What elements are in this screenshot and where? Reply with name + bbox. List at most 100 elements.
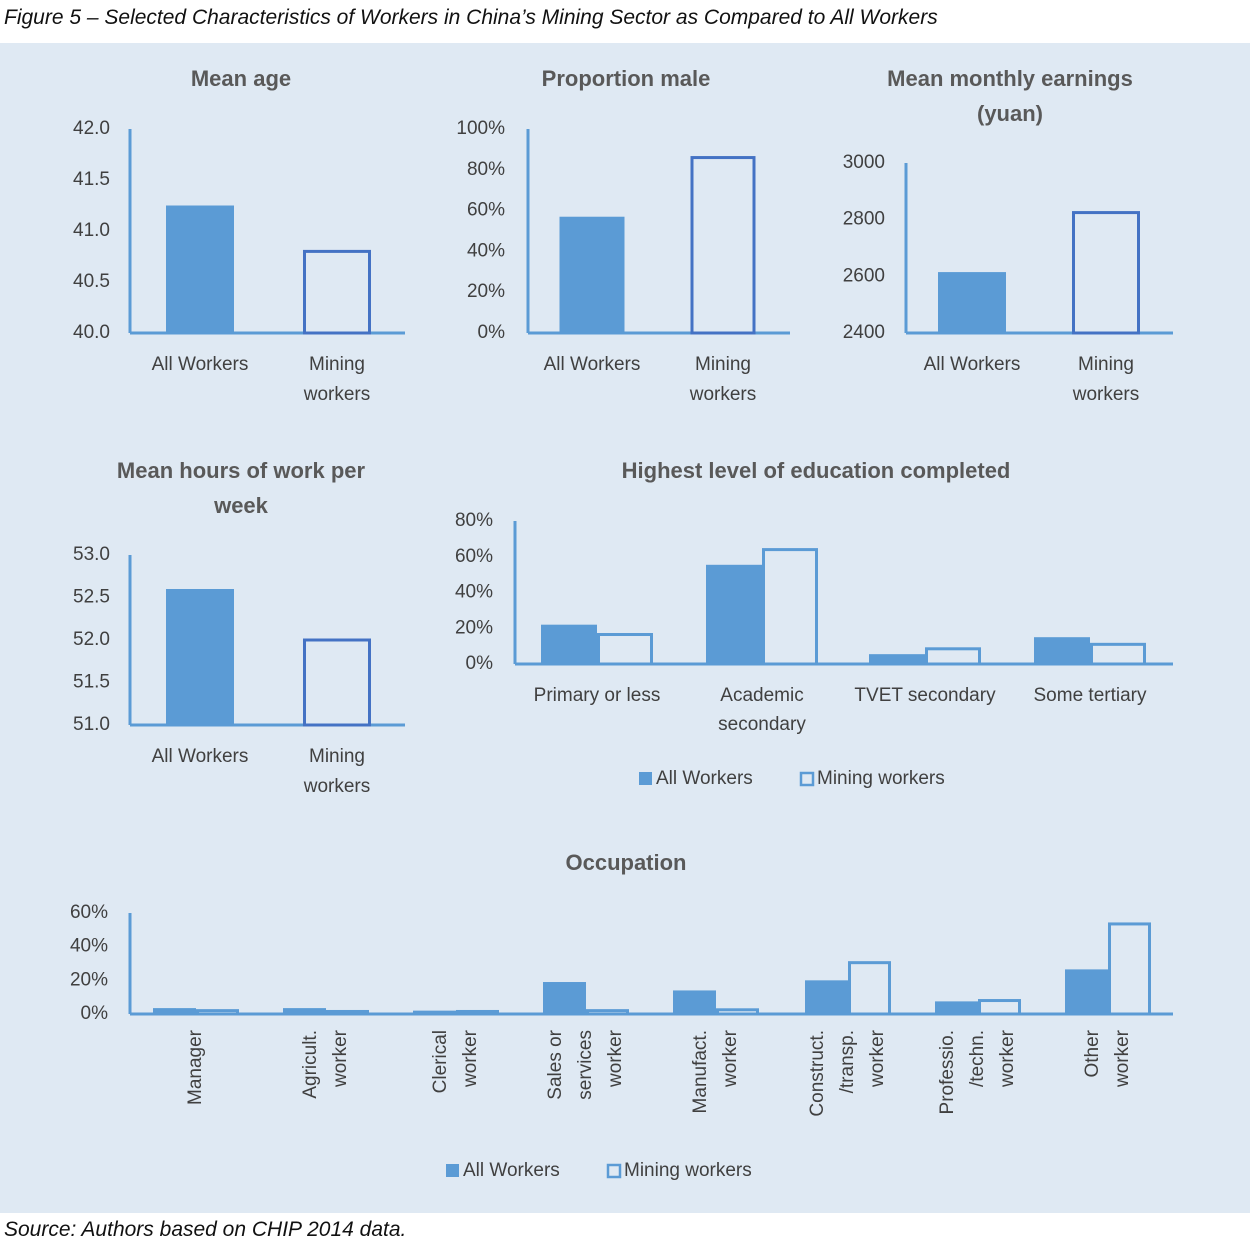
mean-age-bar-all-workers (166, 205, 234, 333)
earnings-category-label: All Workers (924, 354, 1021, 375)
proportion-male-y-tick: 40% (467, 240, 505, 261)
occupation-bar-all-workers (673, 990, 716, 1014)
occupation-bar-mining-workers (196, 1009, 239, 1016)
mean-age-title: Mean age (191, 66, 291, 91)
occupation-category-label: worker (330, 1029, 351, 1088)
education-category-label: TVET secondary (854, 685, 996, 706)
occupation-legend-mining-workers: Mining workers (624, 1160, 752, 1181)
occupation-category-label: Clerical (430, 1030, 451, 1093)
education-legend-all-workers: All Workers (656, 768, 753, 789)
occupation-bar-mining-workers (1108, 922, 1151, 1016)
occupation-y-tick: 20% (70, 969, 108, 990)
education-category-label: Some tertiary (1034, 685, 1147, 706)
education-legend-mining-workers: Mining workers (817, 768, 945, 789)
education-y-tick: 20% (455, 617, 493, 638)
earnings-title: (yuan) (977, 101, 1043, 126)
hours-y-tick: 51.5 (73, 672, 110, 693)
mean-age-y-tick: 40.5 (73, 271, 110, 292)
earnings-category-label: Mining (1078, 354, 1134, 375)
education-bar-all-workers (1034, 637, 1090, 664)
source-note: Source: Authors based on CHIP 2014 data. (4, 1218, 407, 1241)
occupation-bar-all-workers (805, 980, 848, 1014)
education-category-label: secondary (718, 714, 806, 735)
mean-age-category-label: All Workers (152, 354, 249, 375)
occupation-bar-mining-workers (586, 1009, 629, 1016)
occupation-category-label: Other (1082, 1029, 1103, 1077)
education-bar-mining-workers (925, 647, 981, 666)
earnings-title: Mean monthly earnings (887, 66, 1133, 91)
hours-y-tick: 53.0 (73, 544, 110, 565)
occupation-y-tick: 60% (70, 902, 108, 923)
earnings-y-tick: 3000 (843, 152, 885, 173)
occupation-category-label: worker (460, 1029, 481, 1088)
occupation-category-label: services (575, 1030, 596, 1100)
occupation-bar-all-workers (153, 1008, 196, 1014)
occupation-bar-all-workers (413, 1010, 456, 1014)
hours-y-tick: 51.0 (73, 714, 110, 735)
earnings-bar-mining-workers (1072, 211, 1140, 335)
occupation-category-label: Construct. (807, 1030, 828, 1117)
occupation-bar-all-workers (283, 1008, 326, 1014)
occupation-category-label: worker (605, 1029, 626, 1088)
occupation-category-label: /transp. (837, 1030, 858, 1093)
mean-age-category-label: workers (303, 384, 371, 405)
proportion-male-y-tick: 100% (456, 118, 505, 139)
earnings-y-tick: 2600 (843, 265, 885, 286)
education-bar-mining-workers (762, 548, 818, 666)
occupation-title: Occupation (565, 850, 686, 875)
mean-age-bar-mining-workers (303, 249, 371, 335)
hours-bar-all-workers (166, 589, 234, 725)
occupation-bar-all-workers (1065, 969, 1108, 1014)
hours-y-tick: 52.5 (73, 587, 110, 608)
occupation-bar-all-workers (935, 1001, 978, 1014)
education-bar-all-workers (541, 624, 597, 664)
earnings-y-tick: 2800 (843, 209, 885, 230)
occupation-category-label: worker (867, 1029, 888, 1088)
proportion-male-category-label: Mining (695, 354, 751, 375)
proportion-male-title: Proportion male (542, 66, 711, 91)
hours-title: week (213, 493, 269, 518)
hours-category-label: All Workers (152, 746, 249, 767)
education-category-label: Primary or less (534, 685, 661, 706)
occupation-bar-all-workers (543, 982, 586, 1014)
education-legend-swatch-mining-workers (799, 771, 815, 787)
occupation-category-label: worker (720, 1029, 741, 1088)
figure-title: Figure 5 – Selected Characteristics of W… (4, 6, 938, 29)
mean-age-y-tick: 41.0 (73, 220, 110, 241)
education-bar-all-workers (869, 654, 925, 664)
occupation-bar-mining-workers (326, 1009, 369, 1016)
hours-y-tick: 52.0 (73, 629, 110, 650)
occupation-category-label: Sales or (545, 1029, 566, 1099)
earnings-y-tick: 2400 (843, 322, 885, 343)
earnings-category-label: workers (1072, 384, 1140, 405)
education-y-tick: 60% (455, 546, 493, 567)
education-legend-swatch-all-workers (639, 772, 652, 785)
occupation-legend-swatch-mining-workers (606, 1163, 622, 1179)
proportion-male-y-tick: 80% (467, 159, 505, 180)
occupation-legend-swatch-all-workers (446, 1164, 459, 1177)
education-y-tick: 0% (466, 653, 494, 674)
mean-age-y-tick: 40.0 (73, 322, 110, 343)
hours-category-label: Mining (309, 746, 365, 767)
proportion-male-y-tick: 20% (467, 281, 505, 302)
mean-age-y-tick: 42.0 (73, 118, 110, 139)
occupation-category-label: Manufact. (690, 1030, 711, 1113)
education-y-tick: 40% (455, 582, 493, 603)
proportion-male-bar-all-workers (559, 216, 625, 333)
proportion-male-y-tick: 0% (478, 322, 506, 343)
proportion-male-category-label: All Workers (544, 354, 641, 375)
education-y-tick: 80% (455, 510, 493, 531)
mean-age-y-tick: 41.5 (73, 169, 110, 190)
education-bar-mining-workers (1090, 642, 1146, 666)
occupation-bar-mining-workers (716, 1008, 759, 1016)
occupation-bar-mining-workers (978, 999, 1021, 1016)
education-title: Highest level of education completed (622, 458, 1011, 483)
occupation-category-label: /techn. (967, 1030, 988, 1087)
occupation-category-label: worker (997, 1029, 1018, 1088)
education-category-label: Academic (720, 685, 803, 706)
proportion-male-category-label: workers (689, 384, 757, 405)
occupation-category-label: Manager (185, 1029, 206, 1105)
occupation-legend-all-workers: All Workers (463, 1160, 560, 1181)
earnings-bar-all-workers (938, 272, 1006, 333)
proportion-male-y-tick: 60% (467, 200, 505, 221)
